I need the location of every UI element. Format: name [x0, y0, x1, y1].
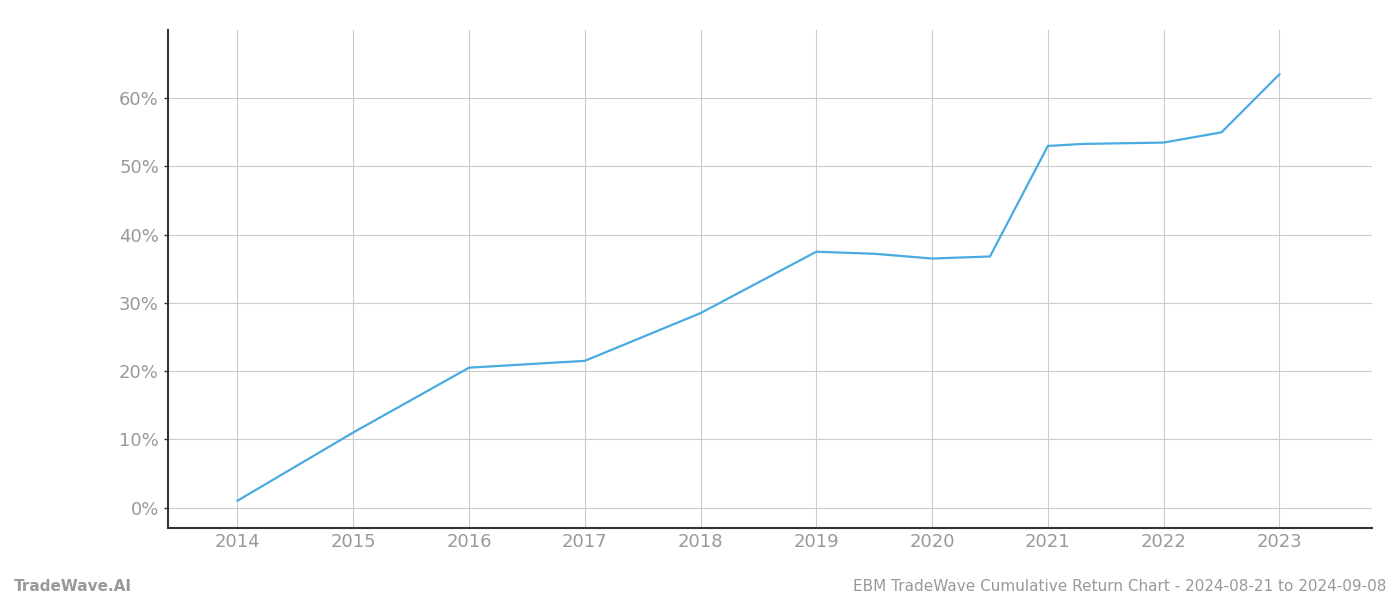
Text: TradeWave.AI: TradeWave.AI: [14, 579, 132, 594]
Text: EBM TradeWave Cumulative Return Chart - 2024-08-21 to 2024-09-08: EBM TradeWave Cumulative Return Chart - …: [853, 579, 1386, 594]
